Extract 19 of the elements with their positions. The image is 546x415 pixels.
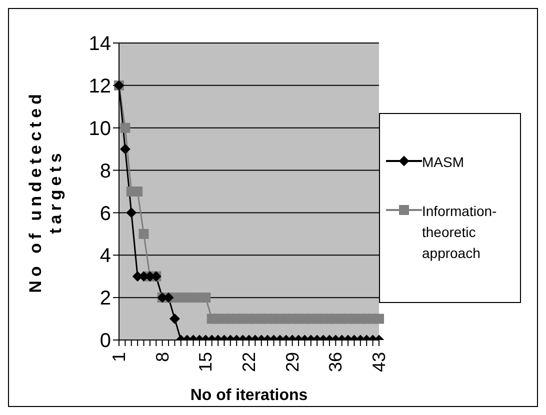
legend-label: Information-theoretic approach: [422, 202, 498, 263]
x-tick-label: 1: [109, 352, 129, 362]
y-tick-label: 0: [100, 330, 111, 352]
x-tick-label: 22: [239, 352, 259, 372]
y-tick-label: 14: [88, 33, 111, 56]
y-tick-label: 8: [100, 160, 111, 182]
y-tick-label: 4: [100, 245, 111, 268]
x-tick-label: 8: [152, 352, 172, 362]
x-tick-label: 15: [196, 352, 216, 372]
x-tick-label: 43: [369, 352, 389, 372]
x-tick-label: 29: [282, 352, 302, 372]
y-tick-label: 6: [100, 202, 111, 225]
x-tick-label: 36: [326, 352, 346, 372]
x-axis-title: No of iterations: [190, 387, 308, 404]
y-tick-label: 12: [88, 76, 111, 98]
y-tick-label: 2: [100, 288, 111, 310]
y-tick-label: 10: [88, 118, 111, 140]
y-axis-title: No of undetected targets: [26, 90, 65, 293]
legend-label: MASM: [422, 152, 464, 172]
